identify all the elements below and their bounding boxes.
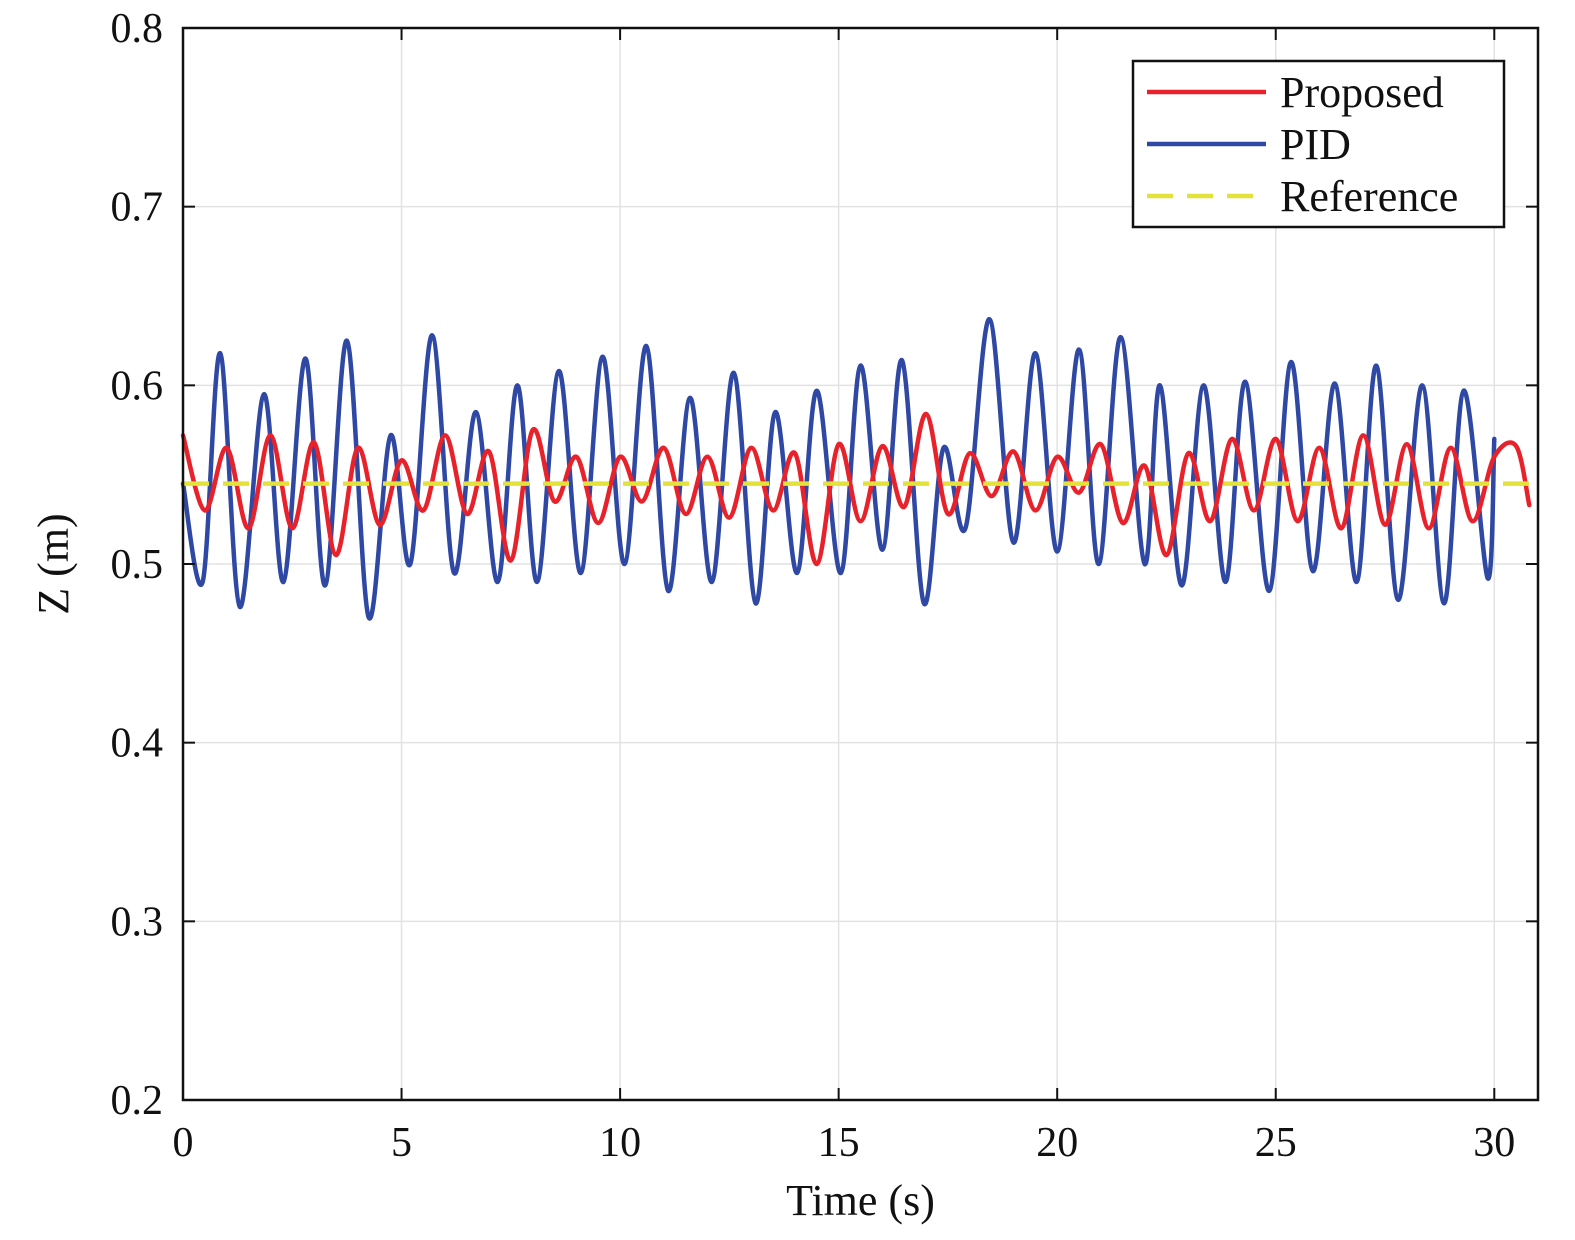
x-tick-label: 15 [818, 1120, 860, 1166]
x-tick-label: 0 [173, 1120, 194, 1166]
series-line-pid [180, 316, 1497, 621]
y-tick-label: 0.8 [111, 6, 164, 52]
y-tick-label: 0.2 [111, 1078, 164, 1124]
x-tick-label: 20 [1036, 1120, 1078, 1166]
series-group [180, 316, 1538, 621]
y-axis-title: Z (m) [29, 513, 78, 614]
x-tick-label: 5 [391, 1120, 412, 1166]
x-tick-label: 30 [1473, 1120, 1515, 1166]
legend-label-pid: PID [1280, 120, 1351, 169]
x-tick-label: 25 [1255, 1120, 1297, 1166]
x-axis-title: Time (s) [786, 1176, 935, 1225]
y-tick-label: 0.3 [111, 899, 164, 945]
y-tick-label: 0.6 [111, 363, 164, 409]
y-tick-label: 0.7 [111, 185, 164, 231]
legend-label-reference: Reference [1280, 172, 1458, 221]
series-line-proposed [180, 411, 1532, 567]
legend-label-proposed: Proposed [1280, 68, 1444, 117]
x-tick-label: 10 [599, 1120, 641, 1166]
y-tick-label: 0.5 [111, 542, 164, 588]
y-tick-label: 0.4 [111, 721, 164, 767]
ticks-group: 0 5 10 15 20 25 30 0.2 0.3 0.4 0.5 0.6 0.7 0.8 [111, 6, 1538, 1166]
